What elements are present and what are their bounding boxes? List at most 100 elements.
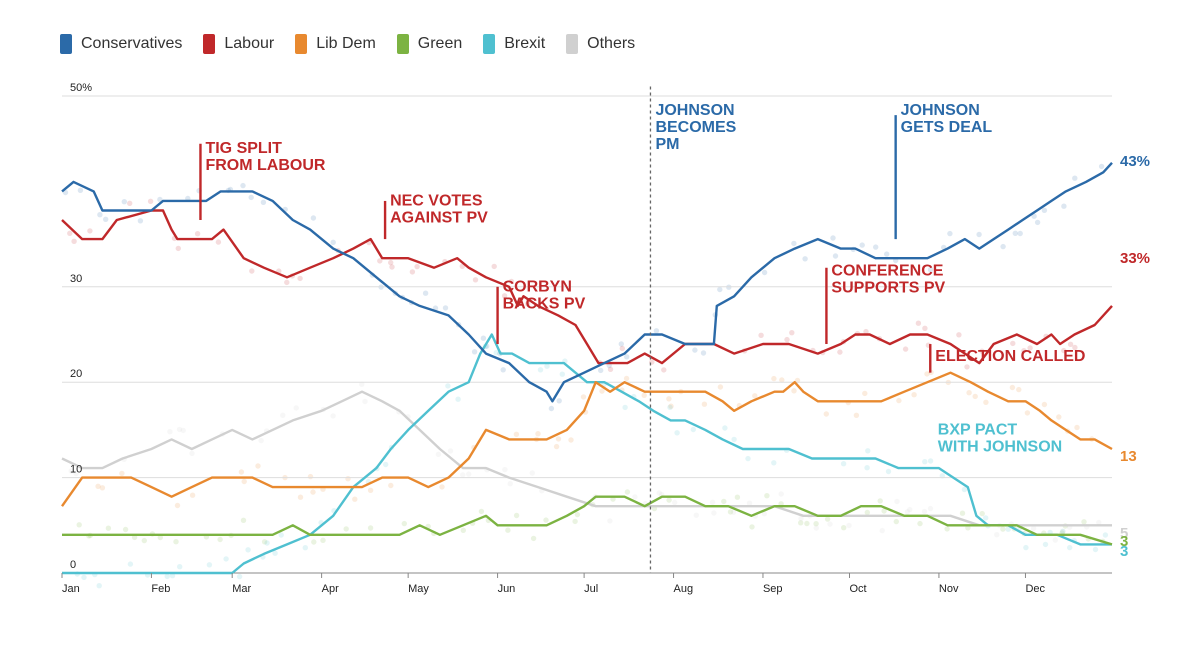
annotation-text: CONFERENCE	[831, 262, 943, 279]
legend-label: Labour	[224, 35, 275, 52]
legend-swatch	[566, 34, 579, 54]
poll-dot	[667, 404, 673, 410]
poll-dot	[530, 535, 537, 542]
poll-dot	[157, 534, 163, 541]
poll-dot	[272, 550, 278, 556]
poll-dot	[258, 437, 264, 444]
poll-dot	[700, 350, 707, 356]
poll-dot	[730, 509, 737, 515]
poll-dot	[864, 465, 870, 471]
legend-label: Others	[587, 35, 636, 52]
poll-dot	[672, 499, 678, 506]
annotation-text: BACKS PV	[503, 296, 586, 313]
poll-dot	[761, 269, 768, 276]
end-label: 3	[1120, 543, 1128, 560]
poll-dot	[823, 411, 829, 417]
poll-dot	[1061, 203, 1067, 209]
poll-dot	[864, 509, 870, 516]
poll-dot	[87, 228, 93, 234]
poll-dot	[240, 517, 247, 523]
poll-dot	[1024, 410, 1031, 416]
poll-dot	[255, 463, 261, 469]
poll-dot	[779, 377, 785, 383]
poll-dot	[513, 431, 520, 437]
poll-dot	[284, 279, 290, 286]
poll-dot	[863, 328, 869, 335]
poll-dot	[690, 426, 696, 433]
poll-dot	[813, 525, 819, 531]
poll-dot	[435, 451, 442, 457]
poll-dot	[147, 198, 154, 204]
poll-dot	[264, 540, 270, 546]
poll-dot	[529, 470, 535, 476]
poll-dot	[173, 539, 179, 545]
poll-dot	[752, 393, 758, 399]
poll-dot	[206, 562, 213, 568]
poll-dot	[771, 460, 777, 466]
poll-dot	[859, 242, 865, 248]
poll-dot	[840, 461, 847, 467]
annotation-text: TIG SPLIT	[205, 140, 282, 157]
poll-dot	[1017, 230, 1023, 237]
poll-dot	[841, 525, 847, 531]
poll-dot	[1072, 175, 1078, 181]
poll-dot	[879, 527, 885, 534]
legend-item-conservatives: Conservatives	[60, 34, 182, 54]
poll-dot	[709, 499, 716, 505]
poll-dot	[524, 301, 531, 307]
poll-dot	[480, 335, 487, 341]
poll-dot	[105, 525, 112, 531]
poll-dot	[177, 564, 183, 570]
x-tick-label: Aug	[674, 583, 694, 595]
poll-dot	[802, 256, 808, 262]
x-tick-label: Oct	[850, 583, 867, 595]
poll-dot	[761, 511, 767, 517]
poll-dot	[791, 388, 797, 394]
poll-dot	[367, 525, 374, 531]
poll-dot	[745, 455, 751, 462]
poll-dot	[553, 443, 560, 450]
poll-dot	[789, 330, 795, 336]
poll-dot	[194, 231, 201, 237]
poll-dot	[548, 405, 555, 412]
poll-dot	[77, 187, 84, 193]
poll-dot	[668, 403, 674, 409]
legend-item-green: Green	[396, 34, 462, 54]
poll-dot	[1042, 541, 1049, 548]
poll-dot	[917, 520, 923, 527]
poll-dot	[824, 516, 831, 522]
poll-dot	[311, 539, 317, 545]
annotation-text: NEC VOTES	[390, 193, 483, 210]
poll-dot	[1030, 525, 1037, 532]
poll-dot	[555, 436, 562, 442]
poll-dot	[632, 494, 638, 500]
poll-dot	[535, 431, 541, 437]
poll-dot	[559, 371, 565, 377]
poll-dot	[798, 515, 804, 522]
poll-dot	[746, 500, 753, 506]
poll-dot	[1041, 207, 1048, 213]
poll-dot	[749, 524, 755, 530]
poll-dot	[1092, 546, 1099, 553]
poll-dot	[507, 481, 513, 487]
poll-dot	[813, 521, 819, 527]
poll-dot	[1000, 526, 1006, 532]
poll-dot	[1041, 401, 1048, 408]
poll-dot	[927, 458, 934, 464]
poll-dot	[352, 496, 358, 502]
poll-dot	[383, 461, 389, 468]
poll-dot	[927, 505, 934, 512]
annotation-text: WITH JOHNSON	[938, 439, 1062, 456]
end-label: 13	[1120, 448, 1137, 465]
poll-dot	[543, 517, 549, 523]
poll-dot	[692, 347, 698, 353]
poll-dot	[893, 518, 899, 525]
poll-dot	[1012, 230, 1018, 236]
poll-dot	[176, 426, 183, 433]
poll-dot	[641, 392, 647, 398]
x-tick-label: Feb	[151, 583, 170, 595]
poll-dot	[164, 573, 170, 580]
poll-dot	[240, 182, 246, 189]
poll-dot	[175, 245, 181, 252]
poll-dot	[223, 556, 229, 562]
